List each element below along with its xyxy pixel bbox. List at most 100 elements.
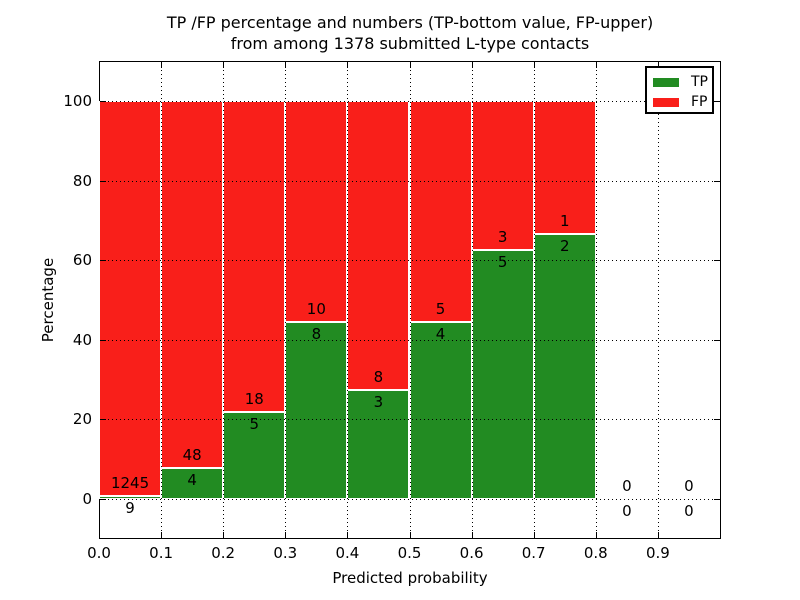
bar-tp-segment bbox=[533, 233, 596, 499]
bar-tp-segment bbox=[409, 322, 472, 499]
x-tick-label: 0.2 bbox=[211, 544, 236, 562]
bar-fp-segment bbox=[285, 101, 348, 323]
x-axis-label: Predicted probability bbox=[332, 569, 488, 587]
bar-fp-segment bbox=[409, 101, 472, 323]
tp-count-label: 2 bbox=[559, 236, 570, 255]
y-tick-mark bbox=[100, 260, 106, 262]
x-tick-mark-top bbox=[471, 62, 473, 68]
y-tick-label: 0 bbox=[82, 490, 92, 508]
y-tick-mark bbox=[100, 339, 106, 341]
tp-count-label: 5 bbox=[249, 415, 259, 434]
x-tick-mark bbox=[471, 532, 473, 538]
y-tick-mark-right bbox=[714, 180, 720, 182]
y-tick-label: 100 bbox=[63, 92, 92, 110]
bar-fp-segment bbox=[223, 101, 286, 413]
gridline-vertical bbox=[409, 62, 411, 537]
gridline-vertical bbox=[657, 62, 659, 537]
gridline-vertical bbox=[223, 62, 225, 537]
legend-item-fp: FP bbox=[653, 92, 712, 112]
bar-fp-segment bbox=[347, 101, 410, 391]
gridline-vertical bbox=[161, 62, 163, 537]
y-tick-label: 60 bbox=[72, 251, 92, 270]
tp-count-label: 3 bbox=[373, 393, 384, 412]
y-tick-mark-right bbox=[714, 499, 720, 500]
x-tick-mark-top bbox=[161, 62, 163, 68]
gridline-vertical bbox=[471, 62, 473, 537]
y-tick-mark-right bbox=[714, 260, 720, 262]
y-tick-mark bbox=[100, 499, 106, 500]
x-tick-label: 0.5 bbox=[397, 544, 422, 562]
y-tick-mark bbox=[100, 180, 106, 182]
gridline-vertical bbox=[285, 62, 287, 537]
x-tick-mark bbox=[99, 532, 100, 538]
tp-count-label: 5 bbox=[497, 253, 508, 272]
chart-title-line-2: from among 1378 submitted L-type contact… bbox=[230, 34, 590, 53]
x-tick-label: 0.8 bbox=[583, 544, 608, 562]
bar-fp-segment bbox=[161, 101, 224, 469]
fp-count-label: 18 bbox=[244, 390, 264, 409]
y-tick-mark-right bbox=[714, 101, 720, 102]
fp-count-label: 3 bbox=[497, 228, 508, 247]
x-tick-mark-top bbox=[99, 62, 100, 68]
x-tick-label: 0.4 bbox=[335, 544, 360, 562]
x-tick-label: 0.1 bbox=[149, 544, 174, 562]
x-tick-label: 0.3 bbox=[273, 544, 298, 562]
y-tick-mark-right bbox=[714, 339, 720, 341]
bar-tp-segment bbox=[471, 250, 534, 499]
tp-count-label: 0 bbox=[684, 502, 694, 520]
tp-count-label: 9 bbox=[125, 499, 135, 518]
x-tick-mark-top bbox=[409, 62, 411, 68]
tp-count-label: 4 bbox=[435, 325, 446, 344]
x-tick-label: 0.9 bbox=[645, 544, 670, 562]
gridline-vertical bbox=[595, 62, 597, 537]
x-tick-mark-top bbox=[595, 62, 597, 68]
x-tick-mark-top bbox=[223, 62, 225, 68]
legend-item-tp: TP bbox=[653, 72, 712, 92]
x-tick-mark bbox=[595, 532, 597, 538]
y-tick-mark bbox=[100, 419, 106, 421]
fp-count-label: 0 bbox=[684, 477, 694, 495]
x-tick-mark bbox=[285, 532, 287, 538]
bar-tp-segment bbox=[99, 496, 162, 499]
y-tick-label: 80 bbox=[72, 171, 92, 190]
y-tick-label: 20 bbox=[72, 410, 92, 429]
tp-count-label: 4 bbox=[187, 471, 197, 490]
fp-count-label: 10 bbox=[306, 300, 326, 319]
bar-fp-segment bbox=[533, 101, 596, 234]
y-tick-label: 40 bbox=[72, 330, 92, 349]
tp-color-swatch-icon bbox=[653, 77, 679, 87]
fp-count-label: 48 bbox=[182, 446, 202, 465]
x-tick-label: 0.7 bbox=[521, 544, 546, 562]
fp-color-swatch-icon bbox=[653, 97, 679, 107]
x-tick-mark-top bbox=[657, 62, 659, 68]
bar-tp-segment bbox=[347, 390, 410, 499]
tp-count-label: 8 bbox=[311, 325, 322, 344]
x-tick-mark-top bbox=[533, 62, 535, 68]
fp-count-label: 5 bbox=[435, 300, 446, 319]
x-tick-mark bbox=[409, 532, 411, 538]
gridline-vertical bbox=[347, 62, 349, 537]
x-tick-mark bbox=[161, 532, 163, 538]
fp-count-label: 1 bbox=[559, 211, 570, 230]
x-tick-mark-top bbox=[285, 62, 287, 68]
fp-count-label: 8 bbox=[373, 368, 384, 387]
x-tick-mark bbox=[347, 532, 349, 538]
fp-count-label: 1245 bbox=[110, 474, 150, 493]
gridline-vertical bbox=[533, 62, 535, 537]
x-tick-mark-top bbox=[347, 62, 349, 68]
bar-tp-segment bbox=[285, 322, 348, 499]
x-tick-mark bbox=[223, 532, 225, 538]
y-tick-mark bbox=[100, 101, 106, 102]
x-tick-mark bbox=[657, 532, 659, 538]
x-tick-label: 0.0 bbox=[87, 544, 111, 562]
bar-tp-segment bbox=[223, 412, 286, 499]
legend: TP FP bbox=[645, 66, 714, 114]
tp-count-label: 0 bbox=[622, 502, 632, 520]
legend-label-fp: FP bbox=[691, 94, 708, 110]
x-tick-mark bbox=[533, 532, 535, 538]
bar-fp-segment bbox=[99, 101, 162, 497]
chart-title: TP /FP percentage and numbers (TP-bottom… bbox=[99, 12, 721, 54]
chart-title-line-1: TP /FP percentage and numbers (TP-bottom… bbox=[166, 13, 654, 32]
fp-count-label: 0 bbox=[622, 477, 632, 495]
